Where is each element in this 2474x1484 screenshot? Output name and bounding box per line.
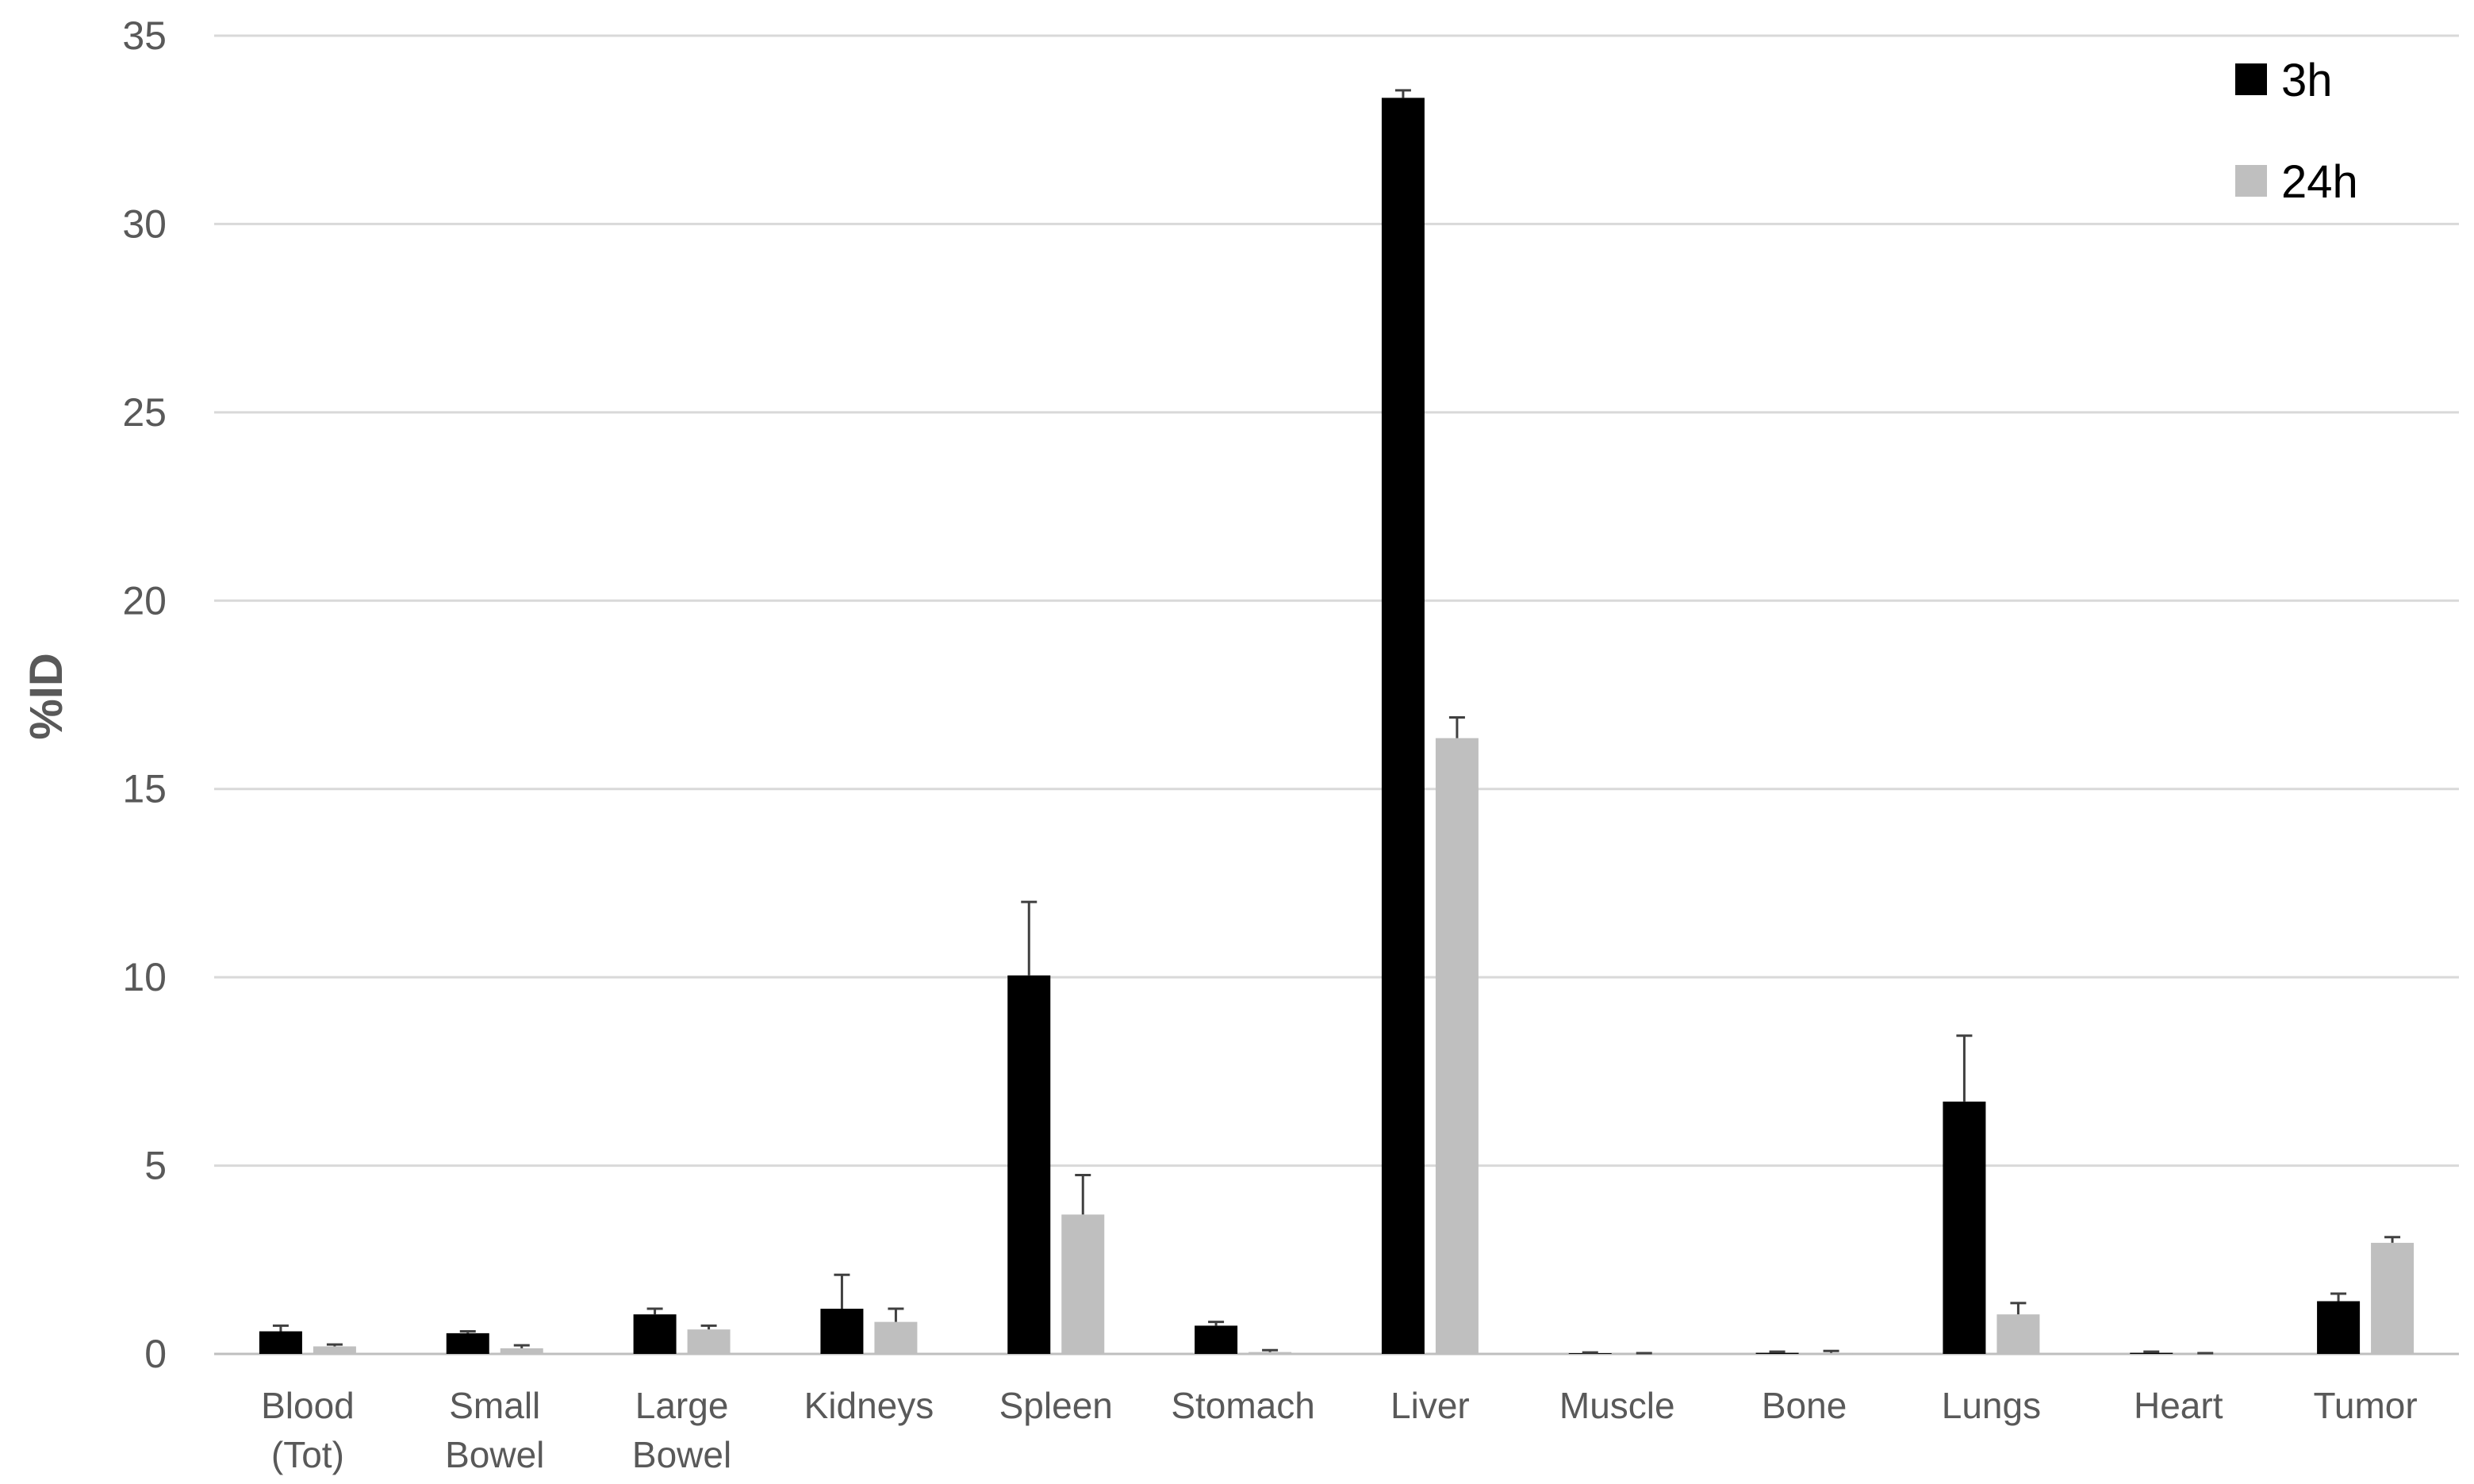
error-bar-24h-8 [1823,1349,1839,1353]
error-bar-24h-11 [2384,1236,2401,1243]
x-category-label: Heart [2134,1385,2223,1426]
y-tick-label: 20 [122,578,167,623]
y-tick-label: 30 [122,201,167,246]
bar-3h-9 [1943,1101,1986,1354]
bar-24h-11 [2371,1242,2415,1354]
x-category-label: Bowel [632,1434,731,1475]
x-category-label: Blood [261,1385,355,1426]
bar-3h-10 [2130,1352,2173,1354]
bar-3h-4 [1007,975,1051,1354]
error-bar-3h-5 [1208,1321,1225,1326]
error-bar-3h-4 [1021,900,1038,976]
x-axis-categories: Blood (Tot) Small Bowel Large Bowel Kidneys Spl… [261,1385,2418,1475]
error-bar-3h-2 [646,1307,663,1315]
x-category-label: Tumor [2313,1385,2417,1426]
error-bars [272,89,2401,1355]
y-tick-label: 25 [122,390,167,435]
bar-24h-6 [1435,738,1479,1354]
y-tick-label: 0 [144,1332,167,1376]
error-bar-3h-1 [459,1330,476,1333]
bar-3h-3 [820,1309,864,1354]
y-tick-label: 15 [122,767,167,811]
error-bar-3h-7 [1582,1351,1598,1354]
error-bar-3h-11 [2330,1292,2347,1302]
y-tick-label: 35 [122,13,167,58]
legend-label-24h: 24h [2281,156,2358,208]
bar-24h-2 [687,1329,731,1354]
bar-3h-5 [1195,1325,1238,1354]
x-category-label: Spleen [999,1385,1113,1426]
x-category-label: Liver [1390,1385,1470,1426]
error-bar-24h-6 [1448,715,1465,738]
bar-24h-0 [313,1346,356,1354]
x-category-label: Kidneys [804,1385,934,1426]
bar-24h-8 [1809,1352,1853,1354]
x-category-label: Small [449,1385,540,1426]
legend-swatch-24h [2235,165,2267,197]
x-category-label: Muscle [1559,1385,1675,1426]
bar-3h-1 [446,1333,489,1354]
x-category-label: Stomach [1171,1385,1315,1426]
error-bar-3h-6 [1394,89,1411,98]
x-category-label: (Tot) [271,1434,344,1475]
bars [259,98,2415,1354]
error-bar-24h-9 [2010,1302,2027,1315]
y-tick-label: 5 [144,1144,167,1188]
legend-label-3h: 3h [2281,55,2333,106]
error-bar-24h-4 [1075,1173,1091,1215]
bar-24h-3 [874,1321,918,1354]
bar-24h-5 [1249,1352,1292,1354]
bar-3h-6 [1381,98,1425,1354]
error-bar-24h-2 [700,1324,717,1330]
error-bar-24h-0 [326,1343,343,1347]
x-category-label: Large [635,1385,729,1426]
gridlines [214,34,2459,1356]
bar-3h-2 [633,1314,677,1354]
x-category-label: Lungs [1942,1385,2041,1426]
legend: 3h 24h [2235,55,2358,208]
error-bar-3h-9 [1956,1034,1973,1102]
error-bar-24h-1 [513,1344,530,1348]
error-bar-24h-5 [1262,1348,1279,1352]
x-category-label: Bowel [445,1434,544,1475]
y-axis-ticks: 0 5 10 15 20 25 30 35 [122,13,167,1376]
legend-swatch-3h [2235,63,2267,95]
bar-24h-1 [500,1348,543,1354]
y-tick-label: 10 [122,955,167,999]
x-category-label: Bone [1762,1385,1847,1426]
bar-3h-8 [1755,1352,1799,1354]
y-axis-label: %ID [21,653,72,740]
bar-3h-11 [2317,1301,2361,1354]
error-bar-3h-3 [834,1273,850,1310]
error-bar-3h-0 [272,1324,289,1332]
bar-24h-9 [1996,1314,2040,1354]
bar-24h-4 [1061,1214,1105,1354]
error-bar-24h-3 [888,1307,904,1322]
bar-3h-0 [259,1331,302,1354]
